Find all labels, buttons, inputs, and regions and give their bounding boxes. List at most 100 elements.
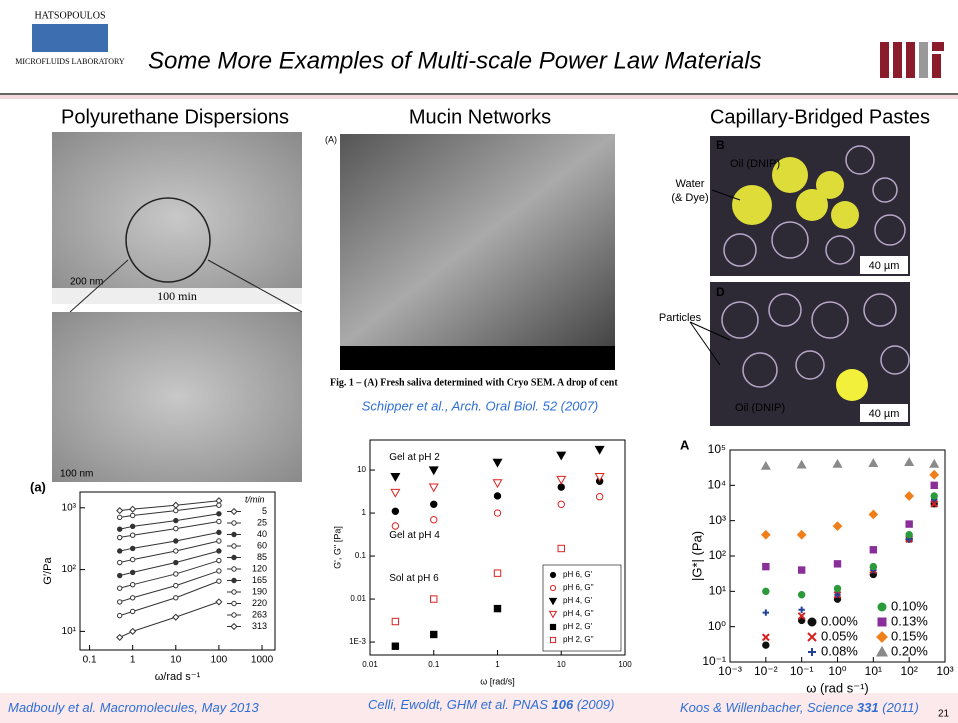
marker [232, 578, 236, 582]
x-axis-label: ω/rad s⁻¹ [155, 671, 201, 683]
marker [217, 519, 221, 523]
marker [217, 579, 221, 583]
logo-text: MICROFLUIDS LABORATORY [15, 57, 125, 66]
marker [878, 618, 886, 626]
y-axis-label: G′/Pa [42, 557, 54, 585]
y-tick-label: 0.01 [350, 594, 366, 603]
image-label: Oil (DNIP) [735, 402, 785, 414]
legend-label: 25 [257, 517, 267, 527]
marker [232, 544, 236, 548]
marker [808, 648, 816, 656]
marker [118, 573, 122, 577]
legend-label: pH 6, G' [563, 570, 593, 579]
marker [558, 484, 564, 490]
marker [798, 592, 804, 598]
marker [906, 532, 912, 538]
legend-label: 165 [252, 575, 267, 585]
scale-label: 40 µm [869, 408, 900, 420]
marker [118, 586, 122, 590]
y-tick-label: 1E-3 [349, 637, 366, 646]
marker [798, 567, 804, 573]
y-tick-label: 1 [362, 508, 367, 517]
legend-label: 85 [257, 552, 267, 562]
y-tick-label: 10² [709, 548, 726, 562]
marker [905, 458, 913, 465]
marker [431, 631, 437, 637]
legend-label: pH 4, G' [563, 596, 593, 605]
legend-label: 0.08% [821, 643, 858, 658]
legend-label: 0.15% [891, 628, 928, 643]
legend-label: 0.13% [891, 613, 928, 628]
marker [763, 642, 769, 648]
image-caption: 100 min [157, 289, 197, 303]
image-label: (& Dye) [671, 192, 708, 204]
legend-label: 0.20% [891, 643, 928, 658]
citation: Koos & Willenbacher, Science 331 (2011) [680, 700, 919, 715]
marker [217, 512, 221, 516]
x-tick-label: 10³ [936, 664, 953, 678]
panel-label: (a) [30, 479, 46, 494]
marker [217, 539, 221, 543]
x-tick-label: 10⁻¹ [790, 664, 814, 678]
marker [550, 637, 555, 642]
marker [494, 605, 500, 611]
x-tick-label: 10¹ [865, 664, 882, 678]
annotation: Gel at pH 4 [389, 530, 440, 541]
marker [931, 482, 937, 488]
x-axis-label: ω (rad s⁻¹) [806, 680, 869, 695]
marker [877, 632, 887, 642]
marker [762, 531, 770, 539]
legend-title: t/min [245, 494, 265, 504]
marker [931, 493, 937, 499]
panel-label: A [680, 437, 690, 452]
chart: 0.010.11101001E-30.010.1110ω [rad/s]G', … [332, 440, 632, 686]
x-axis-label: ω [rad/s] [480, 676, 515, 686]
figure-caption: Fig. 1 – (A) Fresh saliva determined wit… [330, 377, 618, 388]
x-tick-label: 1000 [251, 655, 274, 666]
marker [216, 599, 222, 605]
marker [558, 501, 564, 507]
y-tick-label: 10³ [62, 502, 77, 513]
marker [763, 563, 769, 569]
image-label: (A) [325, 134, 337, 144]
marker [494, 570, 500, 576]
slide: HATSOPOULOS MICROFLUIDS LABORATORY Some … [0, 0, 958, 723]
marker [869, 510, 877, 518]
marker [494, 510, 500, 516]
marker [494, 493, 500, 499]
marker [906, 521, 912, 527]
sem-image [52, 312, 302, 482]
y-tick-label: 10⁴ [707, 478, 726, 492]
marker [217, 558, 221, 562]
legend-label: 313 [252, 621, 267, 631]
citation: Celli, Ewoldt, GHM et al. PNAS 106 (2009… [368, 697, 614, 712]
marker [173, 614, 179, 620]
image-label: Particles [659, 312, 702, 324]
marker [430, 484, 438, 491]
y-tick-label: 10 [357, 465, 366, 474]
marker [869, 459, 877, 466]
marker [174, 596, 178, 600]
x-tick-label: 10 [170, 655, 182, 666]
marker [217, 503, 221, 507]
chart: 0.1110100100010¹10²10³ω/rad s⁻¹G′/Pa(a)t… [30, 479, 275, 682]
y-tick-label: 10¹ [62, 626, 77, 637]
marker [174, 560, 178, 564]
x-tick-label: 10⁻² [754, 664, 778, 678]
marker [174, 539, 178, 543]
marker [557, 476, 565, 483]
x-tick-label: 10² [900, 664, 917, 678]
marker [130, 609, 134, 613]
marker [391, 474, 399, 481]
y-tick-label: 10¹ [709, 584, 726, 598]
y-tick-label: 10³ [709, 513, 726, 527]
marker [391, 489, 399, 496]
marker [833, 522, 841, 530]
marker [174, 572, 178, 576]
x-tick-label: 1 [130, 655, 136, 666]
y-tick-label: 10⁰ [708, 619, 726, 633]
marker [174, 508, 178, 512]
marker [833, 460, 841, 467]
marker [232, 521, 236, 525]
